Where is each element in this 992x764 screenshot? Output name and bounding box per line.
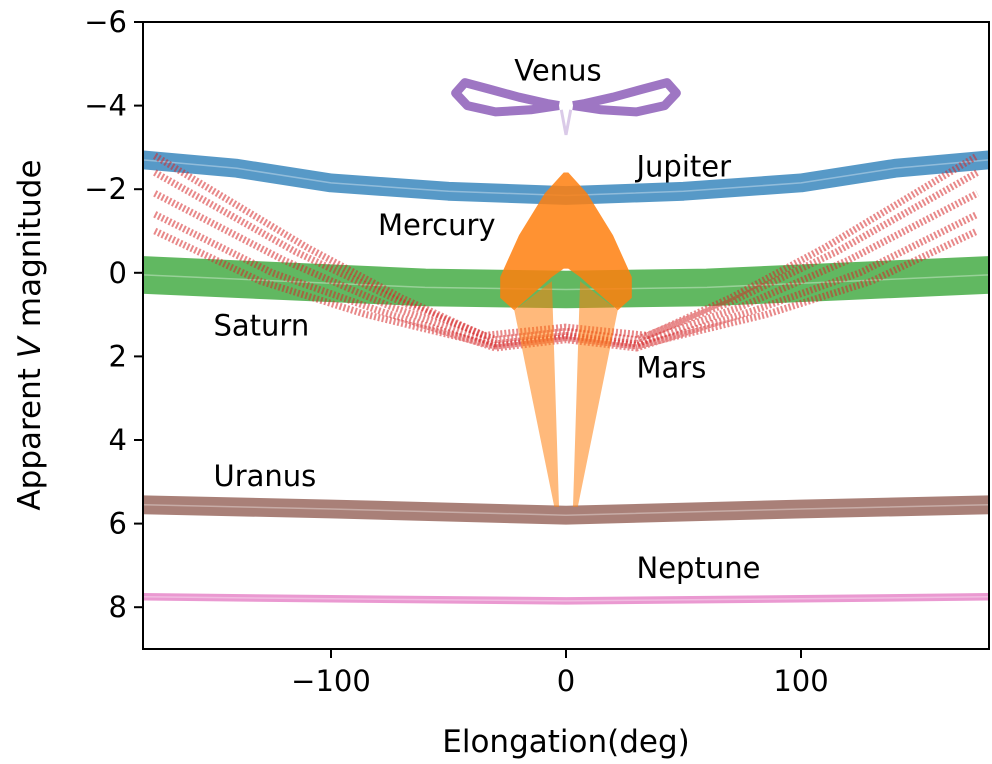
venus-stem: [559, 109, 573, 136]
y-axis-label-part-1: Apparent: [12, 358, 48, 510]
y-tick-label: 8: [109, 590, 127, 624]
x-tick-label: −100: [291, 664, 371, 698]
mars-track-5: [153, 227, 979, 350]
series-uranus: [142, 495, 990, 525]
neptune-band: [142, 593, 990, 605]
neptune-band-highlight: [142, 596, 990, 602]
mars-track-3: [153, 190, 979, 348]
label-venus: Venus: [514, 54, 601, 88]
mars-track-2: [153, 169, 980, 344]
series-labels: Jupiter Saturn Uranus Neptune Mars Mercury Ven…: [214, 54, 761, 585]
y-tick-label: 6: [109, 507, 127, 541]
mercury-body: [500, 172, 632, 311]
y-axis-label: Apparent V magnitude: [12, 159, 48, 510]
y-axis: −6 −4 −2 0 2 4 6 8: [84, 5, 143, 624]
label-saturn: Saturn: [214, 309, 310, 343]
y-axis-label-part-2: V: [12, 334, 48, 358]
uranus-band: [142, 495, 990, 525]
label-uranus: Uranus: [214, 459, 317, 493]
mercury-fan-left: [514, 281, 559, 507]
label-mercury: Mercury: [378, 208, 496, 242]
label-jupiter: Jupiter: [635, 150, 732, 184]
y-axis-label-part-3: magnitude: [12, 159, 48, 337]
mercury-fan-right: [573, 281, 618, 507]
series-saturn: [142, 256, 990, 309]
y-tick-label: 2: [109, 339, 127, 373]
y-tick-label: −6: [84, 5, 127, 39]
label-neptune: Neptune: [637, 551, 761, 585]
x-tick-label: 0: [557, 664, 575, 698]
series-neptune: [142, 593, 990, 605]
series-mars: [152, 152, 980, 352]
y-tick-label: 0: [109, 256, 127, 290]
saturn-band-highlight: [142, 274, 990, 291]
x-axis: −100 0 100: [291, 649, 829, 698]
x-axis-label: Elongation(deg): [442, 724, 690, 760]
y-tick-label: −4: [84, 89, 127, 123]
series-mercury: [500, 172, 632, 507]
series-venus: [451, 78, 681, 136]
saturn-band: [142, 256, 990, 309]
mars-track-1: [152, 152, 980, 339]
uranus-band-highlight: [142, 504, 990, 516]
y-tick-label: 4: [109, 423, 127, 457]
label-mars: Mars: [637, 350, 707, 384]
venus-loop-left: [451, 78, 560, 117]
y-tick-label: −2: [84, 172, 127, 206]
venus-loop-right: [572, 78, 681, 117]
plot-area: [142, 78, 990, 605]
x-tick-label: 100: [773, 664, 828, 698]
